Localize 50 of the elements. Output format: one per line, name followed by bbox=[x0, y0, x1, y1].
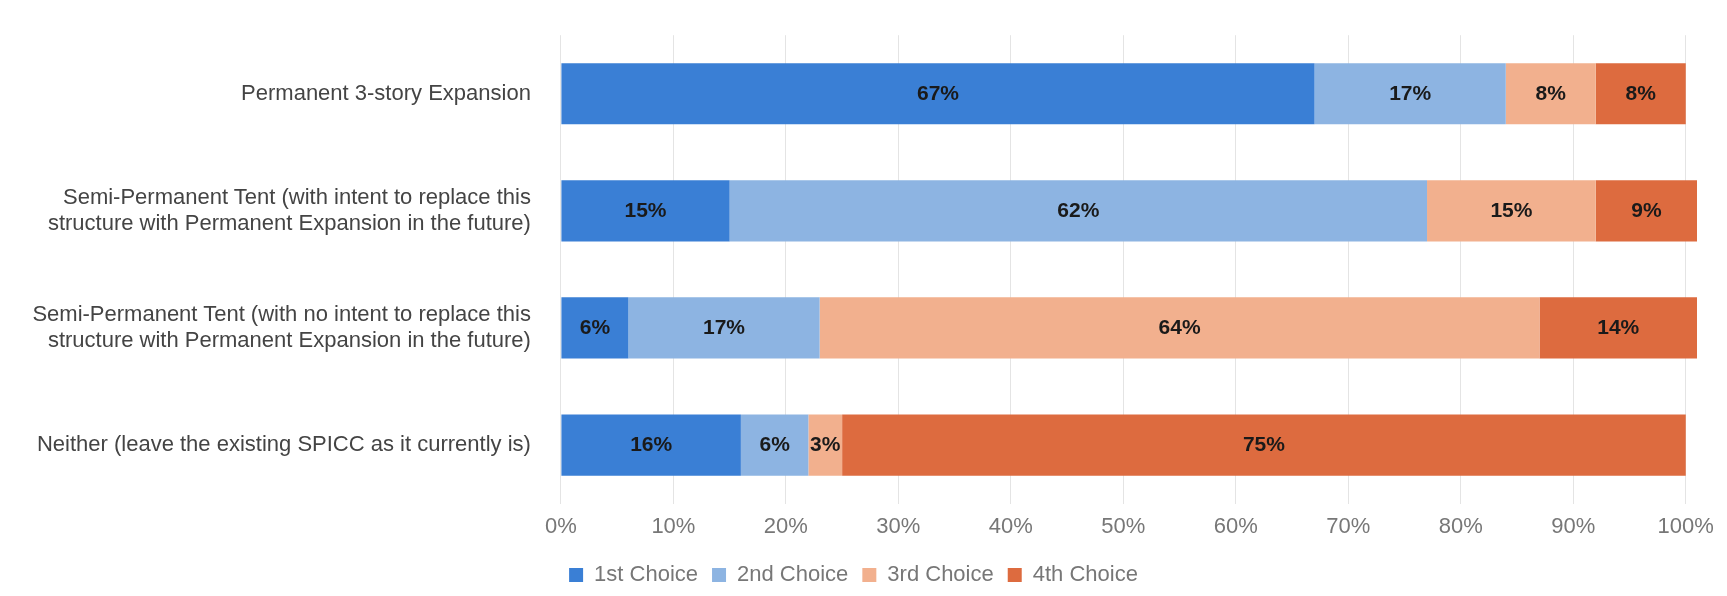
bar bbox=[561, 180, 730, 242]
bar bbox=[1595, 63, 1686, 125]
data-label: 14% bbox=[1597, 314, 1640, 338]
bar bbox=[729, 180, 1428, 242]
bar bbox=[561, 414, 741, 476]
data-label: 75% bbox=[1242, 431, 1286, 455]
bar bbox=[628, 297, 820, 359]
x-tick-label: 50% bbox=[1101, 512, 1146, 538]
data-label: 62% bbox=[1057, 197, 1100, 221]
data-label: 64% bbox=[1158, 314, 1201, 338]
x-tick-label: 30% bbox=[876, 512, 921, 538]
x-tick-label: 80% bbox=[1438, 512, 1483, 538]
x-tick-label: 100% bbox=[1657, 512, 1714, 538]
x-tick-label: 0% bbox=[545, 512, 577, 538]
data-label: 3% bbox=[810, 431, 841, 455]
data-label: 8% bbox=[1535, 80, 1567, 104]
x-tick-label: 40% bbox=[988, 512, 1033, 538]
bar bbox=[561, 63, 1315, 125]
x-tick-label: 10% bbox=[651, 512, 696, 538]
y-tick-label: Permanent 3-story Expansion bbox=[241, 79, 531, 105]
y-tick-label: Semi-Permanent Tent (with intent to replace this structure with Permanent Expansion in the future) bbox=[47, 183, 531, 236]
x-tick-label: 90% bbox=[1551, 512, 1596, 538]
data-label: 15% bbox=[624, 197, 667, 221]
data-label: 17% bbox=[703, 314, 746, 338]
data-label: 67% bbox=[916, 80, 960, 104]
x-tick-label: 60% bbox=[1213, 512, 1258, 538]
bar bbox=[842, 414, 1686, 476]
data-label: 8% bbox=[1625, 80, 1657, 104]
data-label: 6% bbox=[579, 314, 611, 338]
data-label: 15% bbox=[1490, 197, 1533, 221]
bar bbox=[819, 297, 1540, 359]
bar bbox=[1314, 63, 1506, 125]
legend-label: 1st Choice bbox=[594, 561, 699, 587]
bar bbox=[1539, 297, 1697, 359]
bar bbox=[1505, 63, 1596, 125]
bar bbox=[740, 414, 809, 476]
data-label: 17% bbox=[1389, 80, 1432, 104]
legend-label: 3rd Choice bbox=[887, 561, 994, 587]
y-tick-label: Neither (leave the existing SPICC as it currently is) bbox=[36, 431, 531, 457]
bar bbox=[561, 297, 629, 359]
x-tick-label: 20% bbox=[763, 512, 808, 538]
data-label: 9% bbox=[1631, 197, 1662, 221]
data-label: 6% bbox=[759, 431, 791, 455]
data-label: 16% bbox=[630, 431, 673, 455]
x-tick-label: 70% bbox=[1326, 512, 1371, 538]
legend-label: 2nd Choice bbox=[737, 561, 849, 587]
legend-label: 4th Choice bbox=[1032, 561, 1138, 587]
bar bbox=[1595, 180, 1697, 242]
bar bbox=[1427, 180, 1596, 242]
y-tick-label: Semi-Permanent Tent (with no intent to replace this structure with Permanent Expansion in the future) bbox=[32, 300, 531, 353]
